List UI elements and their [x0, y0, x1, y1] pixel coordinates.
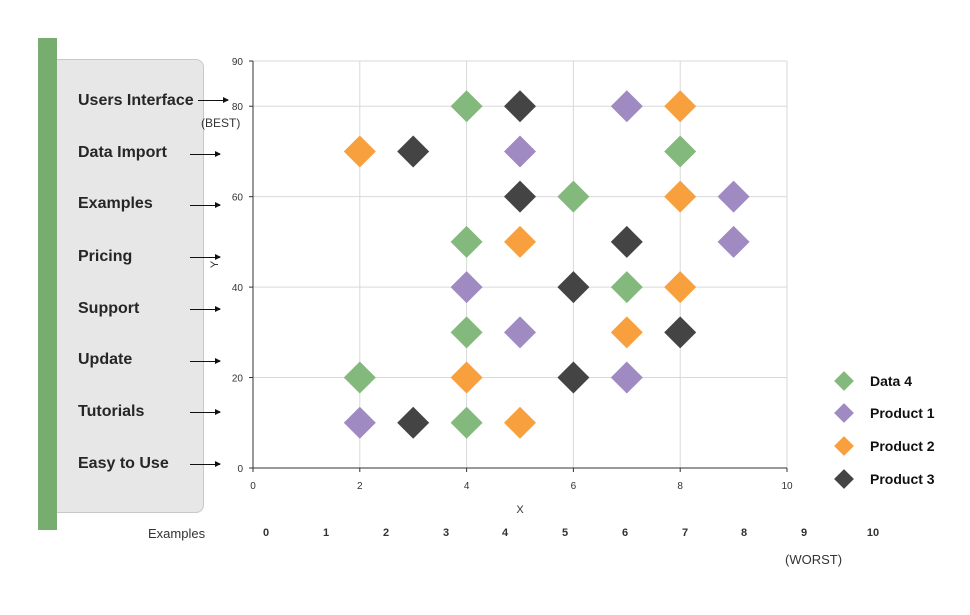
data-point — [504, 316, 536, 349]
x-tick-label: 8 — [677, 481, 683, 492]
data-point — [664, 316, 697, 349]
scale-number: 6 — [621, 527, 629, 539]
arrow-right-icon — [190, 151, 221, 157]
accent-bar — [38, 38, 57, 530]
data-point — [504, 135, 536, 168]
data-point — [397, 406, 430, 439]
arrow-right-icon — [190, 409, 221, 415]
x-tick-label: 6 — [571, 481, 577, 492]
arrow-right-icon — [190, 254, 221, 260]
data-point — [557, 271, 590, 304]
criterion-pricing: Pricing — [78, 248, 133, 265]
criterion-tutorials: Tutorials — [78, 403, 145, 420]
x-tick-label: 0 — [250, 481, 256, 492]
criterion-data-import: Data Import — [78, 144, 167, 161]
data-point — [450, 90, 483, 123]
data-point — [450, 361, 483, 394]
data-point — [664, 90, 697, 123]
data-point — [664, 271, 697, 304]
y-tick-label: 40 — [232, 283, 244, 294]
data-point — [504, 225, 536, 258]
best-label: (BEST) — [201, 116, 241, 130]
data-point — [557, 180, 590, 213]
criterion-users-interface: Users Interface — [78, 92, 194, 109]
x-axis-label: X — [516, 504, 524, 516]
data-point — [610, 316, 643, 349]
scale-number: 0 — [262, 527, 270, 539]
y-tick-label: 0 — [237, 464, 243, 475]
scale-number: 1 — [322, 527, 330, 539]
legend-label: Product 3 — [870, 471, 935, 487]
criteria-panel — [57, 59, 204, 513]
data-point — [504, 90, 536, 123]
legend-label: Product 1 — [870, 405, 935, 421]
x-tick-label: 4 — [464, 481, 470, 492]
scale-number: 8 — [740, 527, 748, 539]
scale-number: 5 — [561, 527, 569, 539]
series-product-1 — [343, 90, 750, 439]
arrow-right-icon — [190, 461, 221, 467]
data-point — [610, 361, 643, 394]
worst-label: (WORST) — [785, 552, 843, 567]
scale-number: 9 — [800, 527, 808, 539]
arrow-right-icon — [190, 306, 221, 312]
data-point — [610, 225, 643, 258]
y-axis-label: Y — [209, 260, 221, 268]
legend-label: Product 2 — [870, 438, 935, 454]
data-point — [504, 180, 536, 213]
y-tick-label: 80 — [232, 102, 244, 113]
legend-label: Data 4 — [870, 373, 913, 389]
x-tick-label: 10 — [781, 481, 793, 492]
series-product-3 — [397, 90, 697, 439]
bottom-scale-title: Examples — [148, 526, 206, 541]
data-point — [557, 361, 590, 394]
data-point — [717, 180, 750, 213]
criterion-examples: Examples — [78, 195, 153, 212]
scale-number: 7 — [681, 527, 689, 539]
arrow-right-icon — [190, 358, 221, 364]
series-data-4 — [343, 90, 697, 439]
criterion-easy-to-use: Easy to Use — [78, 455, 169, 472]
scale-number: 3 — [442, 527, 450, 539]
data-point — [397, 135, 430, 168]
x-tick-label: 2 — [357, 481, 363, 492]
y-tick-label: 60 — [232, 193, 244, 204]
data-point — [717, 225, 750, 258]
series-product-2 — [343, 90, 697, 439]
y-tick-label: 20 — [232, 374, 244, 385]
scale-number: 2 — [382, 527, 390, 539]
arrow-right-icon — [190, 202, 221, 208]
data-point — [610, 90, 643, 123]
data-point — [450, 406, 483, 439]
arrow-right-icon — [198, 97, 229, 103]
data-point — [450, 316, 483, 349]
scale-number: 4 — [501, 527, 509, 539]
y-tick-label: 90 — [232, 57, 244, 68]
data-point — [504, 406, 536, 439]
data-point — [450, 225, 483, 258]
data-point — [450, 271, 483, 304]
data-point — [610, 271, 643, 304]
data-point — [343, 135, 376, 168]
criterion-update: Update — [78, 351, 133, 368]
data-point — [343, 406, 376, 439]
scale-number: 10 — [866, 527, 880, 539]
criterion-support: Support — [78, 300, 140, 317]
data-point — [343, 361, 376, 394]
data-point — [664, 135, 697, 168]
data-point — [664, 180, 697, 213]
